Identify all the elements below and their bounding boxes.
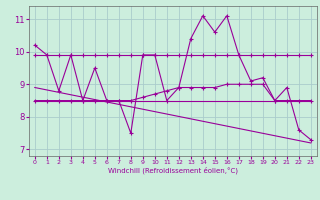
X-axis label: Windchill (Refroidissement éolien,°C): Windchill (Refroidissement éolien,°C) xyxy=(108,167,238,174)
